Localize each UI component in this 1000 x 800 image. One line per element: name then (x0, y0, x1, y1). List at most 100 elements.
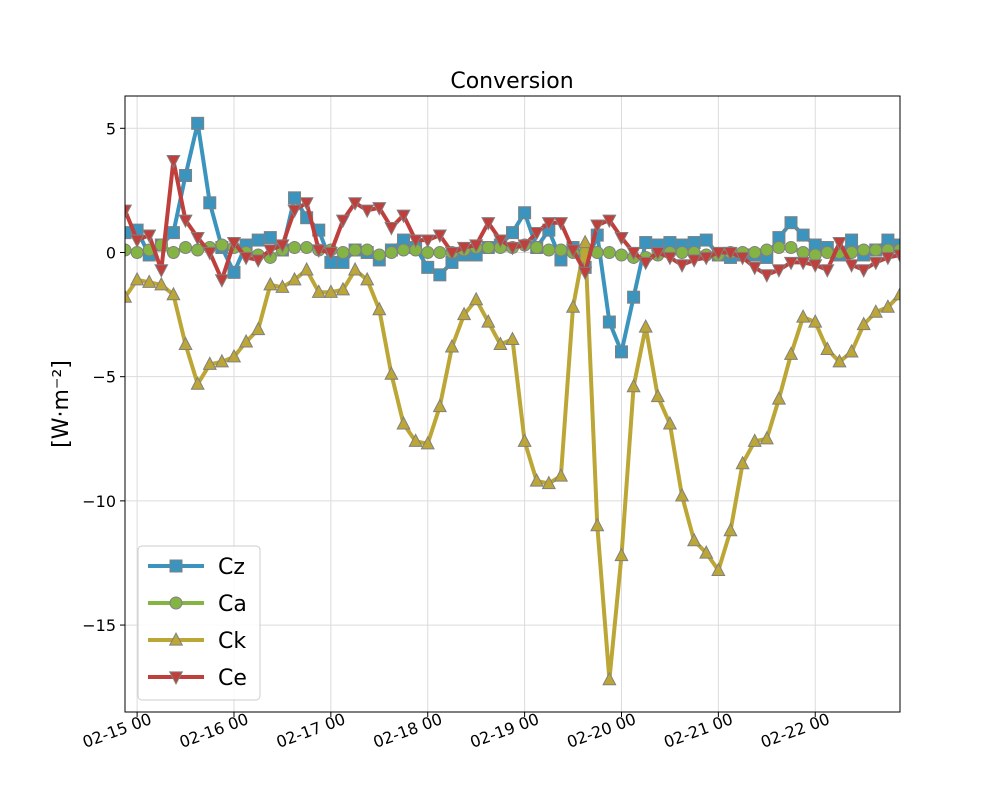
data-point (711, 562, 726, 577)
data-point (747, 261, 762, 276)
data-point (166, 286, 181, 301)
data-point (384, 245, 398, 259)
data-point (614, 248, 628, 262)
data-point (166, 226, 180, 240)
data-point (699, 233, 713, 247)
data-point (771, 391, 787, 405)
data-point (408, 433, 423, 447)
data-point (735, 251, 750, 266)
data-point (360, 271, 375, 286)
data-point (154, 276, 169, 291)
data-point (844, 259, 859, 273)
data-point (396, 209, 411, 224)
data-point (578, 234, 593, 249)
data-point (662, 251, 678, 266)
data-point (602, 214, 617, 229)
data-point (456, 306, 472, 321)
data-point (845, 233, 859, 247)
data-point (723, 246, 738, 261)
data-point (808, 248, 822, 262)
data-point (263, 244, 278, 258)
data-point (614, 547, 629, 562)
data-point (336, 245, 350, 259)
data-point (759, 269, 774, 283)
data-point (335, 214, 351, 229)
data-point (614, 231, 629, 246)
data-point (227, 265, 241, 279)
data-point (226, 348, 242, 363)
y-tick-label: 5 (106, 119, 116, 138)
data-point (650, 246, 665, 261)
data-point (129, 271, 145, 286)
data-point (542, 243, 556, 257)
y-tick-label: 0 (106, 243, 116, 262)
data-point (747, 433, 762, 447)
data-point (372, 202, 387, 216)
data-point (202, 246, 217, 261)
data-point (578, 266, 593, 281)
data-point (892, 286, 900, 301)
data-point (456, 241, 472, 256)
data-point (214, 274, 230, 288)
data-point (783, 256, 799, 271)
data-point (760, 243, 774, 257)
legend-marker (169, 596, 183, 610)
data-point (602, 671, 617, 686)
data-point (832, 353, 847, 368)
data-point (590, 219, 605, 234)
legend: Cz Ca Ck Ce (137, 545, 261, 701)
data-point (288, 191, 302, 205)
data-point (251, 233, 265, 247)
data-point (238, 251, 254, 266)
data-point (347, 197, 363, 211)
data-point (360, 243, 374, 257)
data-point (179, 241, 193, 255)
data-point (856, 264, 871, 278)
data-point (191, 116, 205, 130)
data-point (275, 279, 290, 293)
data-point (711, 246, 726, 261)
data-point (796, 245, 810, 259)
data-point (626, 246, 641, 261)
data-point (299, 197, 314, 211)
data-point (125, 289, 133, 303)
legend-label: Ce (218, 666, 247, 691)
data-point (420, 435, 435, 450)
data-point (868, 256, 883, 271)
data-point (299, 261, 314, 276)
data-point (565, 299, 581, 313)
data-point (602, 245, 616, 259)
data-point (384, 222, 399, 236)
data-point (179, 168, 193, 182)
legend-label: Cz (218, 555, 245, 580)
data-point (699, 251, 714, 266)
data-point (565, 244, 581, 258)
data-point (421, 260, 435, 274)
data-point (517, 239, 532, 254)
data-point (627, 290, 641, 304)
series-ck (125, 234, 900, 686)
series-ce (125, 154, 900, 288)
data-point (287, 271, 302, 286)
data-point (530, 241, 544, 255)
data-point (772, 241, 786, 255)
data-point (723, 522, 738, 537)
data-point (880, 299, 896, 313)
data-point (675, 245, 689, 259)
data-point (190, 376, 205, 390)
data-point (178, 214, 193, 229)
legend-marker (169, 559, 183, 573)
data-point (674, 259, 690, 273)
data-point (650, 388, 665, 403)
data-point (796, 228, 810, 242)
data-point (590, 517, 605, 532)
data-point (396, 415, 411, 430)
data-point (687, 532, 702, 547)
data-point (202, 356, 217, 370)
data-point (421, 245, 435, 259)
data-point (420, 234, 435, 249)
data-point (275, 239, 290, 254)
data-point (311, 284, 326, 298)
data-point (215, 238, 229, 252)
data-point (820, 264, 835, 278)
